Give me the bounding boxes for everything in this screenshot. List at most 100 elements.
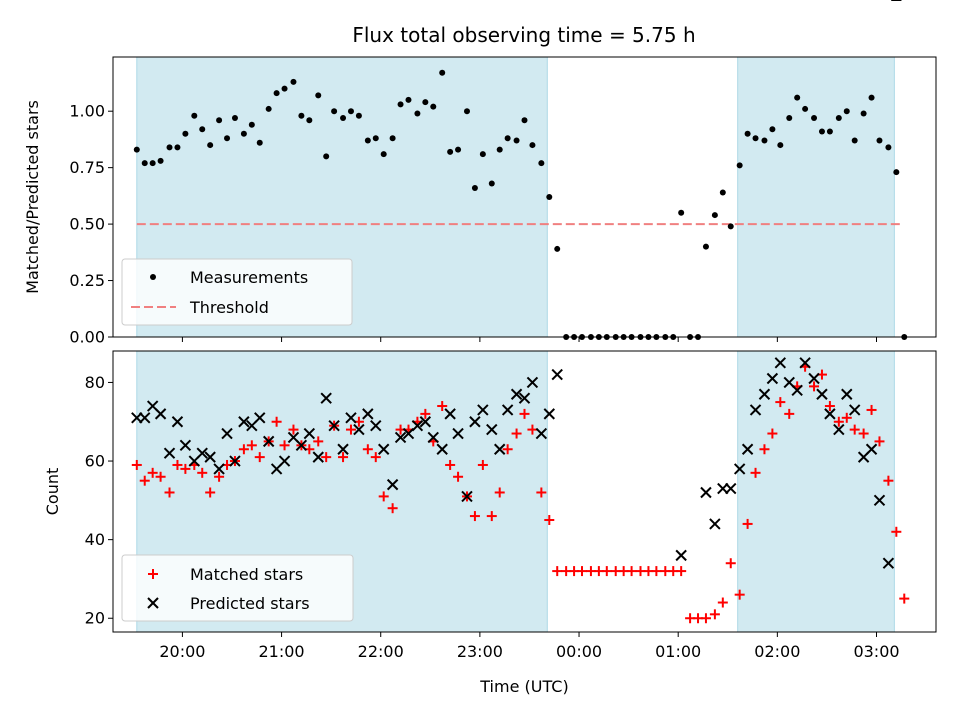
- matched-star-point: [709, 609, 720, 620]
- measurement-point: [157, 157, 164, 164]
- matched-star-point: [626, 566, 637, 577]
- predicted-star-point: [402, 427, 415, 440]
- bottom-legend-box: [121, 554, 354, 622]
- measurement-point: [851, 137, 858, 144]
- predicted-star-point: [444, 408, 456, 420]
- measurement-point: [463, 108, 470, 115]
- measurement-point: [248, 121, 255, 128]
- legend-label-matched: Matched stars: [190, 565, 303, 584]
- predicted-star-point: [841, 388, 853, 400]
- predicted-star-point: [196, 447, 208, 459]
- matched-star-point: [238, 444, 249, 455]
- matched-star-point: [759, 444, 770, 455]
- matched-star-point: [784, 408, 795, 419]
- measurement-point: [323, 153, 330, 160]
- measurement-point: [513, 137, 520, 144]
- x-tick-label: 02:00: [754, 642, 800, 661]
- matched-star-point: [494, 487, 505, 498]
- measurement-point: [761, 137, 768, 144]
- measurement-point: [182, 130, 189, 137]
- matched-star-point: [552, 566, 563, 577]
- matched-star-point: [155, 471, 166, 482]
- predicted-star-point: [419, 416, 432, 428]
- matched-star-point: [849, 424, 860, 435]
- measurement-point: [281, 85, 288, 92]
- bottom-plot-frame: [112, 350, 937, 633]
- measurement-point: [876, 137, 883, 144]
- measurement-point: [240, 130, 247, 137]
- measurement-point: [224, 135, 231, 142]
- predicted-star-point: [526, 376, 539, 389]
- measurement-point: [885, 144, 892, 151]
- bottom-x-ticks: 20:00 21:00 22:00 23:00 00:00 01:00 02:00 03:00: [159, 632, 900, 661]
- predicted-star-point: [436, 443, 448, 455]
- matched-star-point: [172, 459, 183, 470]
- measurement-point: [174, 144, 181, 151]
- matched-star-point: [767, 428, 778, 439]
- matched-star-point: [437, 401, 448, 412]
- measurement-point: [546, 194, 553, 200]
- predicted-star-point: [873, 494, 886, 507]
- matched-star-point: [717, 597, 728, 608]
- matched-star-point: [866, 404, 877, 415]
- x-tick-label: 00:00: [556, 642, 602, 661]
- matched-star-point: [477, 459, 488, 470]
- matched-star-point: [453, 471, 464, 482]
- measurement-point: [719, 189, 726, 196]
- matched-star-point: [246, 440, 257, 451]
- measurement-point: [826, 128, 833, 135]
- matched-star-point: [279, 440, 290, 451]
- top-x-ticks: [181, 337, 878, 342]
- x-axis-label: Time (UTC): [479, 677, 568, 696]
- top-legend: Measurements Threshold: [121, 258, 353, 326]
- measurement-point: [447, 148, 454, 155]
- top-plot-frame: [112, 56, 937, 338]
- measurement-point: [711, 212, 718, 219]
- predicted-star-point: [139, 412, 151, 424]
- matched-star-point: [519, 408, 530, 419]
- predicted-star-point: [262, 435, 275, 448]
- bottom-legend: Matched stars Predicted stars: [121, 554, 354, 622]
- matched-star-point: [469, 511, 480, 522]
- legend-predicted-marker: [147, 597, 159, 609]
- measurement-point: [455, 146, 462, 153]
- predicted-star-point: [204, 451, 216, 463]
- bottom-plot-panel: 20 40 60 80 20:00 21:00 22:00 23:00 00:00 01:00 0…: [43, 0, 937, 696]
- measurement-point: [231, 114, 238, 121]
- matched-star-point: [858, 428, 869, 439]
- predicted-star-point: [320, 392, 332, 404]
- predicted-star-point: [510, 388, 523, 400]
- matched-star-point: [254, 452, 265, 463]
- matched-star-point: [197, 467, 208, 478]
- predicted-star-point: [213, 463, 225, 475]
- top-y-tick-label: 1.00: [69, 102, 105, 121]
- measurement-point: [166, 144, 173, 151]
- measurement-point: [216, 117, 223, 124]
- matched-star-point: [833, 416, 844, 427]
- matched-star-point: [511, 428, 522, 439]
- matched-star-point: [544, 514, 555, 525]
- predicted-star-point: [848, 404, 861, 416]
- predicted-star-point: [758, 388, 771, 400]
- predicted-star-point: [337, 443, 349, 455]
- measurement-point: [521, 117, 528, 124]
- chart-title: Flux total observing time = 5.75 h: [352, 23, 695, 47]
- matched-star-point: [420, 408, 431, 419]
- predicted-star-point: [362, 408, 374, 420]
- measurement-point: [347, 108, 354, 115]
- predicted-star-point: [394, 431, 407, 444]
- bottom-y-axis-label: Count: [43, 468, 62, 516]
- matched-star-point: [147, 467, 158, 478]
- predicted-star-point: [799, 357, 811, 369]
- matched-star-point: [841, 412, 852, 423]
- bottom-y-tick-label: 60: [85, 452, 105, 471]
- predicted-star-point: [749, 404, 762, 416]
- measurement-point: [818, 128, 825, 135]
- measurement-point: [133, 146, 140, 153]
- top-y-ticks: 0.00 0.25 0.50 0.75 1.00: [69, 102, 113, 347]
- matched-star-point: [536, 487, 547, 498]
- matched-star-point: [502, 444, 513, 455]
- measurement-point: [364, 137, 371, 144]
- measurement-point: [496, 146, 503, 153]
- matched-star-point: [131, 459, 142, 470]
